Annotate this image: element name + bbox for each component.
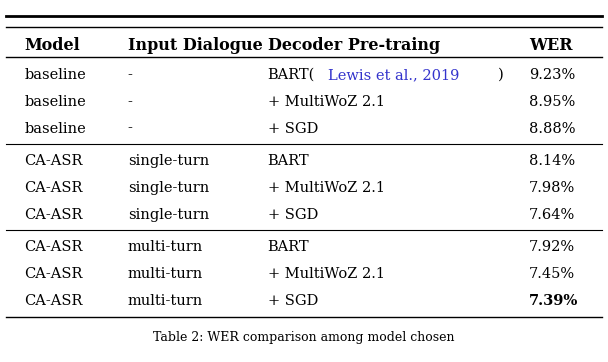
Text: CA-ASR: CA-ASR bbox=[24, 154, 83, 168]
Text: + MultiWoZ 2.1: + MultiWoZ 2.1 bbox=[268, 267, 384, 281]
Text: + SGD: + SGD bbox=[268, 208, 318, 222]
Text: single-turn: single-turn bbox=[128, 181, 209, 195]
Text: CA-ASR: CA-ASR bbox=[24, 208, 83, 222]
Text: 8.88%: 8.88% bbox=[529, 122, 575, 135]
Text: 7.98%: 7.98% bbox=[529, 181, 575, 195]
Text: CA-ASR: CA-ASR bbox=[24, 181, 83, 195]
Text: Table 2: WER comparison among model chosen: Table 2: WER comparison among model chos… bbox=[153, 331, 455, 344]
Text: Model: Model bbox=[24, 37, 80, 54]
Text: BART: BART bbox=[268, 240, 309, 254]
Text: baseline: baseline bbox=[24, 122, 86, 135]
Text: BART(: BART( bbox=[268, 68, 315, 82]
Text: Lewis et al., 2019: Lewis et al., 2019 bbox=[328, 68, 460, 82]
Text: + MultiWoZ 2.1: + MultiWoZ 2.1 bbox=[268, 181, 384, 195]
Text: + MultiWoZ 2.1: + MultiWoZ 2.1 bbox=[268, 95, 384, 109]
Text: single-turn: single-turn bbox=[128, 154, 209, 168]
Text: Input Dialogue: Input Dialogue bbox=[128, 37, 263, 54]
Text: 8.95%: 8.95% bbox=[529, 95, 575, 109]
Text: BART: BART bbox=[268, 154, 309, 168]
Text: multi-turn: multi-turn bbox=[128, 294, 203, 308]
Text: 7.39%: 7.39% bbox=[529, 294, 578, 308]
Text: -: - bbox=[128, 68, 133, 82]
Text: multi-turn: multi-turn bbox=[128, 267, 203, 281]
Text: baseline: baseline bbox=[24, 95, 86, 109]
Text: single-turn: single-turn bbox=[128, 208, 209, 222]
Text: -: - bbox=[128, 122, 133, 135]
Text: CA-ASR: CA-ASR bbox=[24, 294, 83, 308]
Text: 7.45%: 7.45% bbox=[529, 267, 575, 281]
Text: 7.92%: 7.92% bbox=[529, 240, 575, 254]
Text: 8.14%: 8.14% bbox=[529, 154, 575, 168]
Text: Decoder Pre-traing: Decoder Pre-traing bbox=[268, 37, 440, 54]
Text: baseline: baseline bbox=[24, 68, 86, 82]
Text: 7.64%: 7.64% bbox=[529, 208, 575, 222]
Text: ): ) bbox=[498, 68, 504, 82]
Text: multi-turn: multi-turn bbox=[128, 240, 203, 254]
Text: CA-ASR: CA-ASR bbox=[24, 267, 83, 281]
Text: + SGD: + SGD bbox=[268, 294, 318, 308]
Text: CA-ASR: CA-ASR bbox=[24, 240, 83, 254]
Text: -: - bbox=[128, 95, 133, 109]
Text: + SGD: + SGD bbox=[268, 122, 318, 135]
Text: WER: WER bbox=[529, 37, 573, 54]
Text: 9.23%: 9.23% bbox=[529, 68, 575, 82]
